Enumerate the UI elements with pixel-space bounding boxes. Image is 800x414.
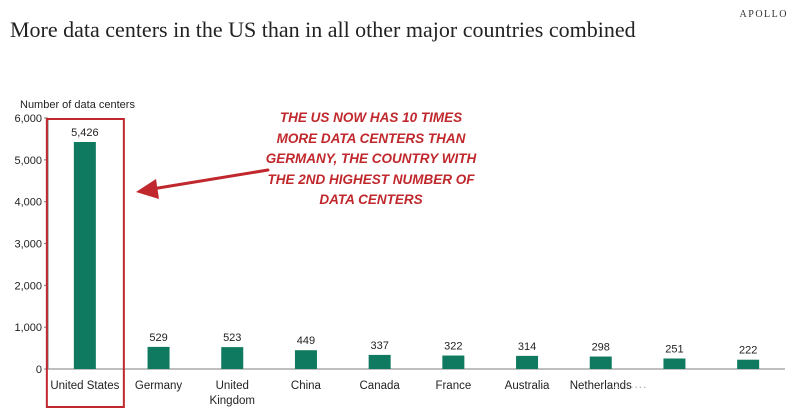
bar (73, 142, 96, 369)
bar (147, 346, 170, 369)
bar-value-label: 523 (223, 332, 241, 344)
bar-value-label: 298 (592, 342, 610, 354)
y-tick-label: 1,000 (14, 322, 42, 334)
y-tick-label: 2,000 (14, 280, 42, 292)
x-tick-label: United States (50, 380, 119, 392)
bar (663, 358, 686, 369)
watermark: ········· (608, 379, 647, 394)
bar-value-label: 529 (149, 332, 167, 344)
bar-value-label: 314 (518, 341, 536, 353)
brand-logo: APOLLO (739, 9, 788, 20)
y-axis-label: Number of data centers (20, 99, 135, 111)
arrow-head (136, 179, 159, 199)
y-tick-label: 3,000 (14, 239, 42, 251)
x-tick-label: United Kingdom (210, 380, 255, 407)
bar (589, 356, 612, 369)
bar (294, 350, 317, 369)
bar (442, 355, 465, 369)
y-tick-label: 4,000 (14, 197, 42, 209)
x-tick-label: Germany (135, 380, 183, 392)
bar (221, 347, 244, 369)
y-tick-label: 0 (36, 364, 42, 376)
bar-value-label: 337 (370, 340, 388, 352)
x-tick-label: Canada (360, 380, 401, 392)
chart-title: More data centers in the US than in all … (10, 17, 636, 42)
bar-value-label: 322 (444, 341, 462, 353)
y-tick-label: 6,000 (14, 113, 42, 125)
bar-value-label: 222 (739, 345, 757, 357)
bar-value-label: 449 (297, 335, 315, 347)
x-tick-label: Australia (505, 380, 550, 392)
x-tick-label: France (435, 380, 471, 392)
bar (516, 355, 539, 369)
arrow-shaft (150, 168, 270, 191)
annotation-callout: THE US NOW HAS 10 TIMES MORE DATA CENTER… (265, 110, 477, 207)
bar-value-label: 5,426 (71, 127, 99, 139)
bar-value-label: 251 (665, 343, 683, 355)
y-tick-label: 5,000 (14, 155, 42, 167)
bar (368, 354, 391, 369)
x-tick-label: Netherlands (570, 380, 632, 392)
highlight-box (45, 118, 125, 408)
bar (737, 359, 760, 369)
x-tick-label: China (291, 380, 322, 392)
